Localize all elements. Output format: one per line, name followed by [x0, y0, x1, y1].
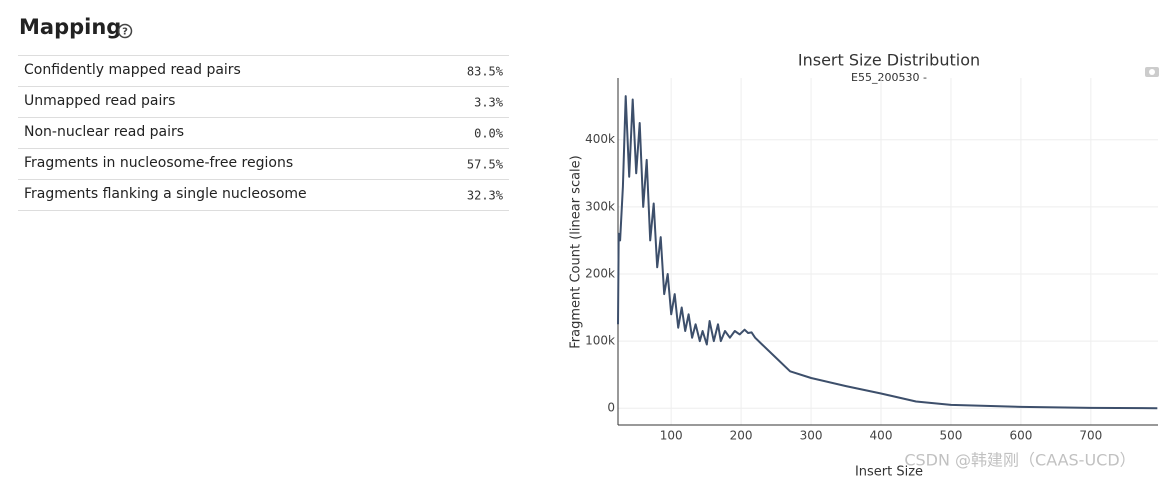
- chart: Insert Size Distribution E55_200530 - In…: [569, 51, 1159, 480]
- y-tick-label: 0: [607, 401, 615, 415]
- y-tick-label: 400k: [585, 132, 615, 146]
- y-tick-label: 300k: [585, 199, 615, 213]
- row-value: 57.5%: [467, 158, 504, 172]
- row-label: Fragments in nucleosome-free regions: [24, 155, 293, 171]
- row-value: 83.5%: [467, 65, 504, 79]
- section-title: Mapping: [19, 15, 121, 39]
- row-value: 3.3%: [474, 96, 504, 110]
- y-tick-label: 200k: [585, 266, 615, 280]
- x-tick-label: 600: [1009, 429, 1032, 443]
- row-label: Fragments flanking a single nucleosome: [24, 186, 307, 202]
- x-tick-label: 700: [1079, 429, 1102, 443]
- watermark: CSDN @韩建刚（CAAS-UCD）: [904, 451, 1135, 470]
- chart-subtitle: E55_200530 -: [851, 71, 927, 84]
- x-tick-label: 100: [660, 429, 683, 443]
- x-tick-label: 200: [730, 429, 753, 443]
- x-tick-label: 300: [800, 429, 823, 443]
- y-axis-label: Fragment Count (linear scale): [569, 155, 584, 349]
- row-label: Confidently mapped read pairs: [24, 62, 241, 78]
- metrics-table: Confidently mapped read pairs 83.5% Unmapp…: [18, 55, 509, 211]
- x-tick-label: 500: [940, 429, 963, 443]
- svg-text:?: ?: [122, 27, 128, 38]
- row-value: 0.0%: [474, 127, 504, 141]
- row-label: Non-nuclear read pairs: [24, 124, 184, 140]
- x-axis-label: Insert Size: [855, 465, 923, 480]
- chart-title: Insert Size Distribution: [798, 51, 980, 70]
- help-icon[interactable]: ?: [117, 23, 133, 39]
- row-value: 32.3%: [467, 189, 504, 203]
- data-line: [617, 95, 1158, 410]
- row-label: Unmapped read pairs: [24, 93, 175, 109]
- y-tick-label: 100k: [585, 334, 615, 348]
- camera-icon[interactable]: [1145, 67, 1159, 77]
- x-tick-label: 400: [870, 429, 893, 443]
